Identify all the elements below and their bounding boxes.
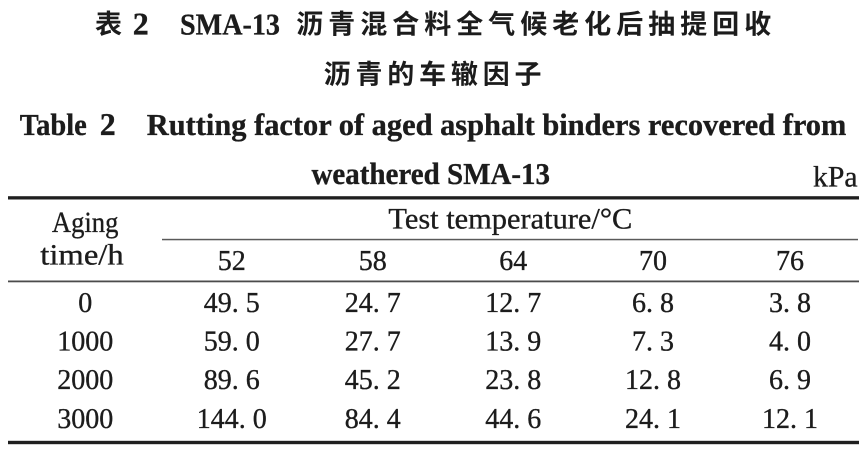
svg-text:7. 3: 7. 3 — [632, 326, 674, 357]
svg-text:12. 8: 12. 8 — [625, 365, 681, 396]
svg-text:27. 7: 27. 7 — [345, 326, 401, 357]
svg-text:24. 1: 24. 1 — [625, 404, 681, 435]
svg-text:76: 76 — [776, 246, 804, 277]
svg-text:45. 2: 45. 2 — [345, 365, 401, 396]
svg-text:13. 9: 13. 9 — [485, 326, 541, 357]
svg-text:12. 1: 12. 1 — [762, 404, 818, 435]
svg-text:2000: 2000 — [57, 365, 113, 396]
svg-text:6. 9: 6. 9 — [769, 365, 811, 396]
svg-text:weathered SMA-13: weathered SMA-13 — [312, 156, 551, 191]
svg-text:70: 70 — [639, 246, 667, 277]
svg-text:Test temperature/°C: Test temperature/°C — [388, 202, 632, 235]
svg-text:time/h: time/h — [40, 238, 123, 271]
svg-text:23. 8: 23. 8 — [485, 365, 541, 396]
svg-text:44. 6: 44. 6 — [485, 404, 541, 435]
svg-text:SMA-13: SMA-13 — [180, 7, 280, 42]
svg-text:59. 0: 59. 0 — [204, 326, 260, 357]
svg-text:84. 4: 84. 4 — [345, 404, 401, 435]
svg-text:2: 2 — [100, 106, 116, 142]
svg-text:89. 6: 89. 6 — [204, 365, 260, 396]
svg-text:2: 2 — [133, 6, 149, 42]
svg-text:49. 5: 49. 5 — [204, 288, 260, 319]
svg-text:1000: 1000 — [57, 326, 113, 357]
svg-text:Aging: Aging — [52, 206, 119, 239]
svg-text:kPa: kPa — [813, 160, 858, 193]
svg-text:144. 0: 144. 0 — [197, 404, 267, 435]
svg-text:Table: Table — [20, 107, 87, 142]
svg-text:24. 7: 24. 7 — [345, 288, 401, 319]
svg-text:3. 8: 3. 8 — [769, 288, 811, 319]
svg-text:6. 8: 6. 8 — [632, 288, 674, 319]
svg-text:52: 52 — [218, 246, 246, 277]
svg-text:3000: 3000 — [57, 404, 113, 435]
svg-text:0: 0 — [78, 288, 92, 319]
svg-text:64: 64 — [499, 246, 527, 277]
svg-text:4. 0: 4. 0 — [769, 326, 811, 357]
svg-text:Rutting factor of aged asphalt: Rutting factor of aged asphalt binders r… — [147, 107, 847, 142]
svg-text:58: 58 — [359, 246, 387, 277]
svg-text:12. 7: 12. 7 — [485, 288, 541, 319]
